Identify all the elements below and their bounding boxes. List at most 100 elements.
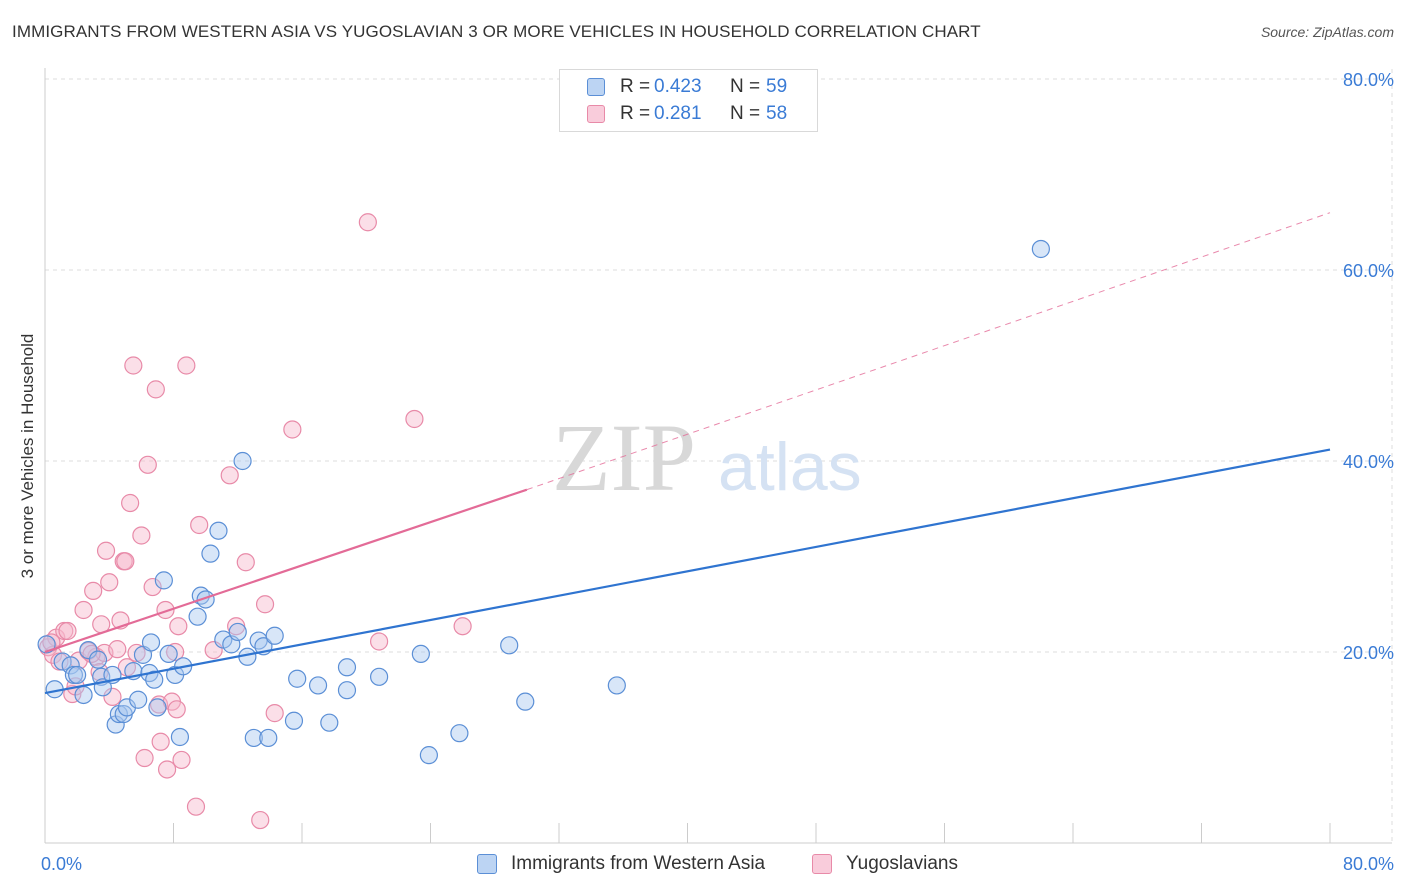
point-western-asia [88,650,108,669]
x-tick-label: 80.0% [1343,854,1394,874]
point-yugoslavian [96,541,116,560]
y-tick-label: 40.0% [1343,452,1394,472]
x-tick-label: 0.0% [41,854,82,874]
legend-series-name: Immigrants from Western Asia [511,853,766,874]
point-yugoslavian [177,356,196,375]
point-yugoslavian [127,643,146,663]
point-western-asia [607,676,626,695]
axes [44,68,1392,844]
legend-n-value: 58 [766,103,788,124]
legend-r-label: R = [620,76,651,97]
point-western-asia [337,658,357,677]
point-yugoslavian [124,356,143,375]
legend-r-value: 0.423 [654,76,702,97]
point-western-asia [265,626,284,645]
source-credit: Source: ZipAtlas.com [1260,24,1394,40]
point-western-asia [79,640,98,660]
series-legend: Immigrants from Western Asia Yugoslavian… [0,851,1406,877]
trend-line-western-asia [44,448,1331,695]
point-western-asia [148,698,167,717]
point-western-asia [411,644,430,664]
legend-swatch-blue [477,854,497,874]
y-tick-label: 60.0% [1343,261,1394,281]
point-yugoslavian [167,700,186,719]
point-yugoslavian [186,797,206,816]
point-western-asia [233,451,252,471]
stats-legend: R = 0.423 N = 59 R = 0.281 N = 58 [559,69,818,132]
point-yugoslavian [251,810,270,830]
point-western-asia [450,724,469,743]
point-yugoslavian [103,687,122,706]
point-western-asia [154,571,173,590]
point-western-asia [244,728,263,748]
y-tick-label: 20.0% [1343,643,1394,663]
point-yugoslavian [100,573,119,592]
point-western-asia [259,728,278,748]
watermark-atlas: atlas [718,429,862,505]
point-western-asia [188,607,207,626]
legend-n-label: N = [730,103,761,124]
point-yugoslavian [151,732,170,751]
point-western-asia [201,544,220,563]
point-yugoslavian [190,515,209,535]
data-points [37,213,1050,830]
point-yugoslavian [58,621,77,641]
point-western-asia [308,676,328,695]
point-yugoslavian [265,704,284,723]
point-western-asia [337,681,357,700]
point-yugoslavian [156,600,175,620]
watermark: ZIP atlas [552,404,862,511]
trend-line-yugoslavian [44,488,528,654]
point-yugoslavian [132,526,151,545]
point-western-asia [141,633,161,652]
tick-labels: 20.0% 40.0% 60.0% 80.0% 0.0% 80.0% [41,70,1394,874]
chart-title: IMMIGRANTS FROM WESTERN ASIA VS YUGOSLAV… [12,22,981,41]
point-yugoslavian [255,595,275,614]
watermark-zip: ZIP [552,404,696,511]
legend-n-value: 59 [766,76,788,97]
point-yugoslavian [146,380,165,399]
point-yugoslavian [358,213,377,232]
point-yugoslavian [172,750,191,770]
point-western-asia [145,670,164,689]
point-western-asia [159,644,178,664]
point-western-asia [228,622,247,642]
point-yugoslavian [169,617,188,636]
point-yugoslavian [157,760,177,779]
point-yugoslavian [236,553,255,572]
point-western-asia [74,685,93,705]
point-yugoslavian [166,642,185,662]
point-western-asia [320,713,339,732]
legend-row-western-asia: R = 0.423 N = 59 [560,73,817,101]
point-western-asia [68,665,87,685]
point-yugoslavian [74,600,93,620]
point-western-asia [170,727,190,747]
trend-line-yugoslavian-extension [526,212,1331,491]
point-yugoslavian [84,581,103,600]
point-western-asia [61,656,80,675]
point-yugoslavian [370,632,389,651]
point-yugoslavian [143,577,162,597]
legend-swatch-pink [812,854,832,874]
point-western-asia [209,521,228,540]
legend-swatch-pink [587,105,605,123]
legend-swatch-blue [587,78,605,96]
legend-n-label: N = [730,76,761,97]
trend-lines [44,212,1331,695]
point-yugoslavian [116,552,135,571]
point-western-asia [370,667,389,686]
point-yugoslavian [138,455,157,474]
point-western-asia [1031,239,1050,259]
point-western-asia [129,690,148,709]
point-yugoslavian [135,748,154,768]
point-western-asia [284,711,304,730]
grid-lines [45,69,1393,843]
point-yugoslavian [453,617,472,636]
point-yugoslavian [283,420,302,439]
point-yugoslavian [121,493,140,513]
point-yugoslavian [108,640,127,659]
legend-row-yugoslavians: R = 0.281 N = 58 [560,100,817,128]
legend-series-name: Yugoslavians [846,853,958,874]
point-western-asia [196,590,215,609]
